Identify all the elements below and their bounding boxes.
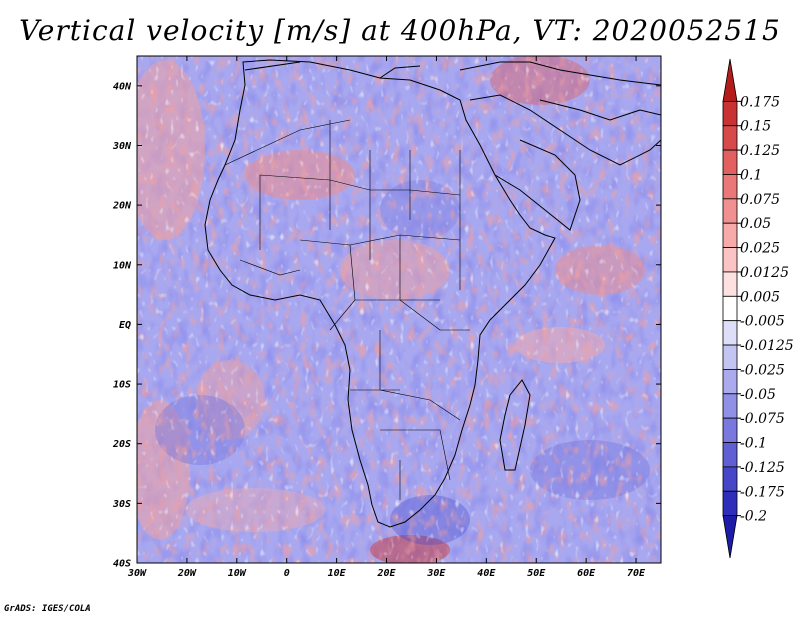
lat-tick-label: 20N <box>112 201 132 212</box>
colorbar-swatch <box>722 125 738 151</box>
colorbar-label: 0.175 <box>740 94 780 110</box>
colorbar-label: -0.2 <box>740 509 767 525</box>
colorbar-label: 0.005 <box>740 289 780 305</box>
lon-tick-label: 30E <box>426 568 446 579</box>
colorbar-label: 0.05 <box>740 216 771 232</box>
colorbar-label: -0.125 <box>740 460 785 476</box>
map-title: Vertical velocity [m/s] at 400hPa, VT: 2… <box>19 14 781 47</box>
colorbar-label: 0.15 <box>740 119 771 135</box>
lat-tick-label: 40N <box>113 81 132 92</box>
colorbar-swatch <box>722 320 738 346</box>
colorbar-bottom-arrow <box>722 515 738 559</box>
lat-tick-label: EQ <box>119 320 131 331</box>
colorbar-label: -0.025 <box>740 362 785 378</box>
colorbar-swatch <box>722 393 738 419</box>
colorbar-label: 0.075 <box>740 192 780 208</box>
colorbar-label: -0.05 <box>740 387 776 403</box>
colorbar-swatch <box>722 271 738 297</box>
colorbar-label: -0.005 <box>740 314 785 330</box>
lon-tick-label: 10W <box>228 568 247 579</box>
colorbar-top-arrow <box>722 58 738 102</box>
lon-tick-label: 70E <box>627 568 646 579</box>
lon-tick-label: 40E <box>477 568 496 579</box>
colorbar-swatch <box>722 369 738 395</box>
colorbar-swatch <box>722 100 738 127</box>
colorbar-label: 0.1 <box>740 167 762 183</box>
lon-tick-label: 60E <box>577 568 596 579</box>
lat-tick-label: 10N <box>113 260 132 271</box>
lon-tick-label: 10E <box>328 568 347 579</box>
colorbar-swatch <box>722 174 738 200</box>
colorbar-label: 0.125 <box>740 143 780 159</box>
colorbar-swatch <box>722 442 738 468</box>
credit-label: GrADS: IGES/COLA <box>4 604 91 614</box>
colorbar-label: -0.075 <box>740 411 785 427</box>
colorbar-swatch <box>722 490 738 517</box>
colorbar-swatch <box>722 247 738 273</box>
colorbar-swatch <box>722 198 738 224</box>
colorbar-label: -0.1 <box>740 436 767 452</box>
country-borders <box>224 119 470 500</box>
lat-tick-label: 40S <box>113 559 131 570</box>
lat-tick-label: 30N <box>112 141 132 152</box>
coastline <box>204 59 661 528</box>
lat-tick-label: 20S <box>112 439 131 450</box>
colorbar-label: -0.175 <box>740 484 785 500</box>
lon-tick-label: 20E <box>376 568 396 579</box>
colorbar: 0.175 0.15 0.125 0.1 0.075 0.05 0.025 0.0125 0.0… <box>722 58 794 559</box>
lon-tick-label: 30W <box>127 568 147 579</box>
lon-tick-label: 50E <box>527 568 546 579</box>
velocity-field <box>137 56 661 563</box>
colorbar-swatch <box>722 417 738 443</box>
latitude-axis: 40N 30N 20N 10N EQ 10S 20S 30S 40S <box>112 81 661 570</box>
colorbar-label: 0.0125 <box>740 265 789 281</box>
longitude-axis: 30W 20W 10W 0 10E 20E 30E 40E 50E 60E 70E <box>127 56 646 579</box>
colorbar-swatch <box>722 295 738 322</box>
colorbar-label: 0.025 <box>740 241 780 257</box>
plot-frame <box>136 55 662 564</box>
colorbar-swatch <box>722 149 738 175</box>
lon-tick-label: 0 <box>284 568 290 579</box>
lon-tick-label: 20W <box>177 568 197 579</box>
colorbar-swatch <box>722 466 738 492</box>
lat-tick-label: 30S <box>112 499 131 510</box>
colorbar-label: -0.0125 <box>740 338 794 354</box>
colorbar-swatch <box>722 344 738 370</box>
colorbar-swatch <box>722 222 738 248</box>
lat-tick-label: 10S <box>113 380 131 391</box>
